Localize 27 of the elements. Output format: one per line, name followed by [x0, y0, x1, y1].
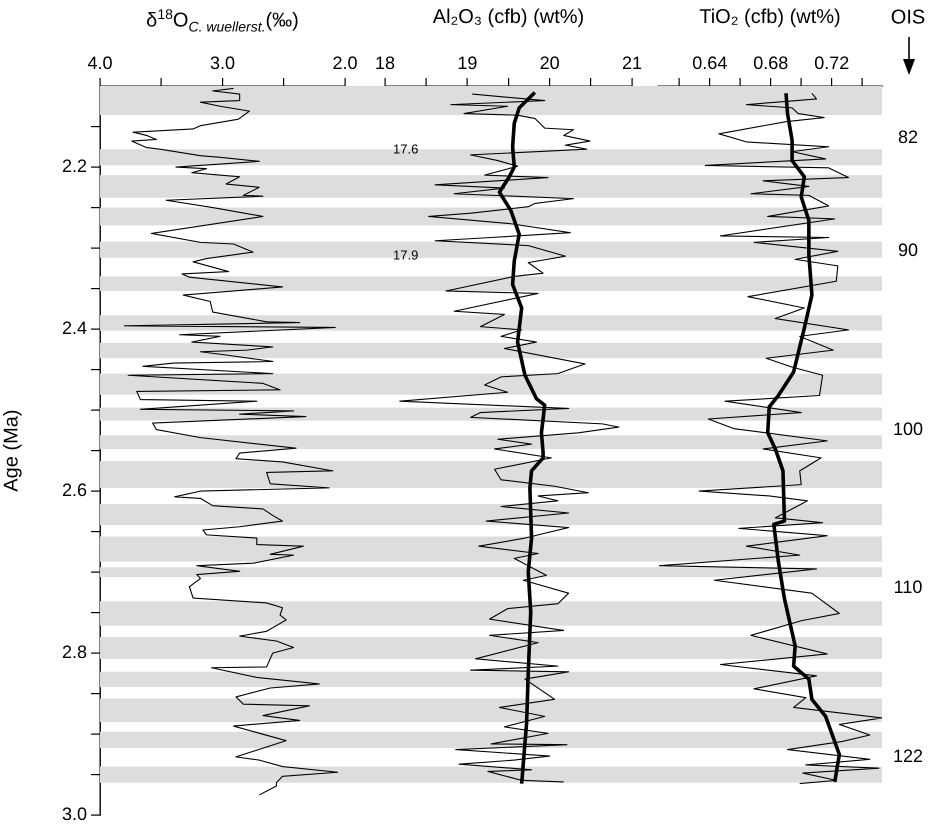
- text: 122: [892, 746, 924, 766]
- x-tick-label: 21: [622, 53, 642, 74]
- text: 100: [892, 418, 924, 439]
- x-tick-label: 0.64: [692, 53, 728, 74]
- y-tick-label: 2.4: [62, 318, 87, 338]
- y-tick-label: 2.6: [62, 480, 87, 500]
- text: 110: [894, 576, 922, 597]
- y-tick-label: 2.2: [62, 156, 87, 176]
- x-tick-label: 0.68: [753, 53, 788, 74]
- y-tick-label: 2.8: [62, 642, 87, 662]
- x-tick-label: 3.0: [210, 53, 236, 74]
- x-axis-title: δ$^{18}$O$_{C. wuellerst.}$(‰): [146, 6, 299, 35]
- x-axis-title: Al₂O₃ (cfb) (wt%): [432, 6, 584, 29]
- text: 82: [898, 126, 918, 147]
- x-axis-title: TiO₂ (cfb) (wt%): [699, 6, 841, 29]
- x-tick-label: 4.0: [87, 53, 113, 74]
- y-tick-label: 3.0: [62, 804, 87, 824]
- annotation: 17.9: [393, 248, 418, 263]
- x-tick-label: 18: [374, 53, 396, 74]
- x-tick-label: 0.72: [814, 53, 850, 74]
- annotation: 17.6: [393, 142, 418, 157]
- y-axis-title: Age (Ma): [0, 409, 23, 492]
- x-tick-label: 2.0: [332, 53, 358, 74]
- text: OIS: [890, 6, 926, 29]
- text: 90: [898, 240, 918, 260]
- x-tick-label: 20: [540, 53, 560, 74]
- x-tick-label: 19: [457, 53, 478, 74]
